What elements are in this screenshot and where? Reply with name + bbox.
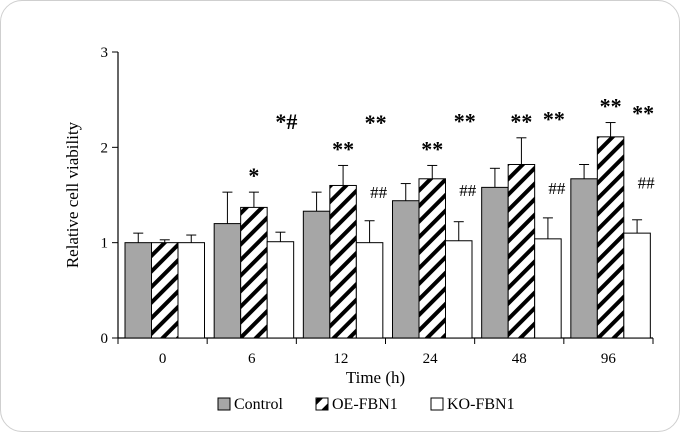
x-tick-label: 48	[512, 351, 527, 367]
significance-label: ##	[548, 179, 566, 198]
x-tick-label: 96	[601, 351, 617, 367]
significance-label: **	[600, 94, 622, 119]
y-tick-label: 2	[101, 140, 109, 156]
bar-oe-fbn1	[507, 163, 536, 339]
bar-control	[302, 210, 331, 339]
bar-ko-fbn1	[355, 242, 384, 339]
legend-swatch	[217, 397, 231, 411]
bar-ko-fbn1	[534, 238, 562, 339]
significance-label: ##	[638, 173, 656, 192]
bar-oe-fbn1	[329, 184, 357, 339]
legend-swatch	[315, 397, 329, 411]
y-tick-label: 0	[101, 331, 109, 347]
legend-label: OE-FBN1	[332, 396, 398, 413]
x-tick-label: 0	[159, 351, 167, 367]
x-axis-label: Time (h)	[346, 368, 405, 387]
y-tick-label: 3	[101, 45, 109, 61]
legend-label: KO-FBN1	[447, 396, 515, 413]
bar-oe-fbn1	[240, 206, 268, 339]
x-tick-label: 6	[248, 351, 256, 367]
significance-label: **	[332, 136, 354, 161]
significance-label: **	[421, 136, 443, 161]
bar-control	[481, 186, 509, 339]
y-axis-label: Relative cell viability	[63, 121, 82, 268]
significance-label: **	[454, 108, 476, 133]
bar-ko-fbn1	[266, 241, 295, 339]
bar-control	[392, 200, 420, 339]
significance-label: *	[248, 163, 259, 188]
significance-label: ##	[459, 181, 477, 200]
bar-control	[570, 178, 598, 339]
significance-label: **	[543, 106, 565, 131]
y-tick-label: 1	[101, 236, 109, 252]
significance-label: ##	[370, 183, 388, 202]
significance-label: **	[365, 110, 387, 135]
legend-label: Control	[234, 396, 283, 413]
bar-oe-fbn1	[418, 178, 446, 339]
bar-oe-fbn1	[151, 242, 179, 339]
x-tick-label: 12	[333, 351, 348, 367]
bar-oe-fbn1	[596, 136, 625, 339]
legend-swatch	[430, 397, 444, 411]
x-tick-label: 24	[423, 351, 439, 367]
significance-label: **	[510, 109, 532, 134]
significance-label: **	[632, 101, 654, 126]
bar-ko-fbn1	[445, 240, 473, 339]
bar-ko-fbn1	[177, 242, 205, 339]
bar-control	[124, 242, 152, 339]
bar-ko-fbn1	[623, 232, 651, 339]
significance-label: *#	[275, 109, 297, 134]
bar-control	[213, 223, 242, 339]
